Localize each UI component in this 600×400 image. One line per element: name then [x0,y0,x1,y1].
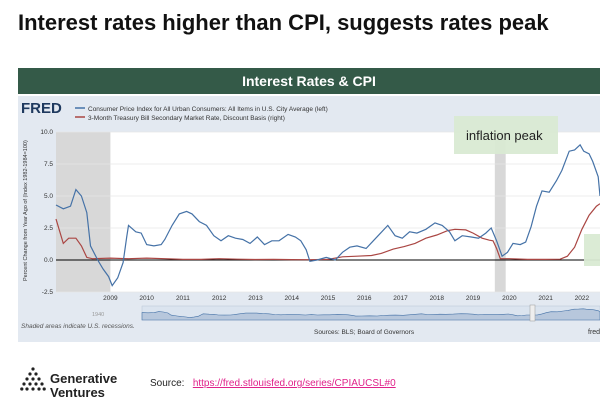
navigator-handle[interactable] [529,304,536,322]
plot-area [56,132,600,292]
x-tick-label: 2020 [502,295,517,302]
logo-text-line2: Ventures [50,385,105,400]
tbill-series-line [55,203,600,261]
x-tick-label: 2018 [430,295,445,302]
x-tick-label: 2013 [248,295,263,302]
chart-banner: Interest Rates & CPI [18,68,600,94]
fred-chart-panel: FRED Consumer Price Index for All Urban … [18,96,600,342]
y-tick-label: 5.0 [44,193,53,200]
y-tick-label: 10.0 [40,129,53,136]
source-label: Source: [150,378,185,389]
logo-text: Generative Ventures [50,372,117,400]
x-tick-label: 2016 [357,295,372,302]
y-axis-label: Percent Change from Year Ago of (Index 1… [23,140,29,281]
tbill-legend-label: 3-Month Treasury Bill Secondary Market R… [88,115,285,122]
y-tick-label: 0.0 [44,257,53,264]
x-tick-label: 2009 [103,295,118,302]
fred-logo[interactable]: FRED [21,100,62,117]
navigator-year-label: 1940 [92,312,104,318]
cpi-legend-label: Consumer Price Index for All Urban Consu… [88,106,328,113]
x-tick-labels: 2009 2010 2011 2012 2013 2014 2015 2016 2017 2018… [103,295,589,302]
logo-text-line1: Generative [50,371,118,386]
cpi-series-line [55,143,600,287]
x-tick-label: 2021 [538,295,553,302]
x-tick-label: 2010 [139,295,154,302]
generative-ventures-logo-icon [20,367,46,391]
y-tick-label: -2.5 [42,289,54,296]
x-tick-label: 2014 [284,295,299,302]
recession-band [494,132,506,292]
navigator-series-line [141,308,600,321]
chart-sources: Sources: BLS; Board of Governors [314,329,415,336]
x-tick-label: 2022 [575,295,590,302]
slide-title: Interest rates higher than CPI, suggests… [18,10,549,35]
x-tick-label: 2017 [393,295,408,302]
recession-note: Shaded areas indicate U.S. recessions. [21,323,135,330]
fred-watermark: fred [588,329,600,336]
x-tick-label: 2012 [212,295,227,302]
inflation-peak-label: inflation peak [466,128,543,143]
source-link[interactable]: https://fred.stlouisfed.org/series/CPIAU… [192,378,396,389]
x-tick-label: 2011 [176,295,190,302]
x-tick-label: 2019 [466,295,481,302]
y-tick-label: 2.5 [44,225,53,232]
fred-chart: FRED Consumer Price Index for All Urban … [21,100,600,336]
inflation-peak-callout [454,116,558,154]
callout-edge [584,234,600,266]
source-line: Source: https://fred.stlouisfed.org/seri… [150,378,396,389]
x-tick-label: 2015 [321,295,336,302]
y-tick-label: 7.5 [44,161,53,168]
y-tick-labels: 10.0 7.5 5.0 2.5 0.0 -2.5 [40,129,53,296]
